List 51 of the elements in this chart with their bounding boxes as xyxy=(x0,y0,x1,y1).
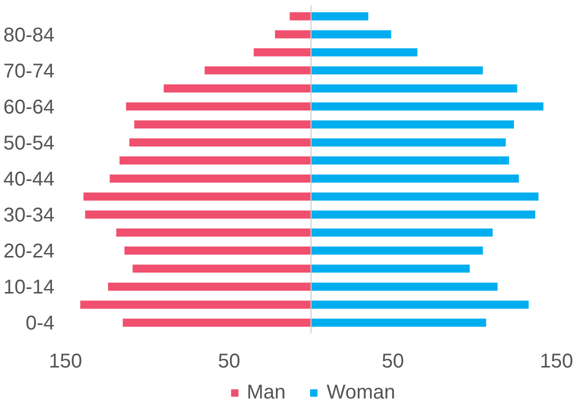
bar xyxy=(311,120,514,128)
bar xyxy=(311,174,519,183)
legend-label: Man xyxy=(246,381,286,404)
bar xyxy=(311,228,493,237)
bar xyxy=(311,282,498,291)
bar xyxy=(116,228,311,237)
bar xyxy=(120,156,311,165)
bar xyxy=(311,102,544,110)
bar xyxy=(311,48,418,56)
bar xyxy=(134,120,311,128)
bar xyxy=(254,48,311,56)
y-tick-label: 50-54 xyxy=(3,132,55,154)
bar xyxy=(311,264,470,273)
legend-label: Woman xyxy=(326,381,396,404)
bar xyxy=(311,66,483,74)
bar xyxy=(84,192,311,201)
bar xyxy=(311,84,518,92)
x-tick-label: 150 xyxy=(540,350,574,372)
bar xyxy=(129,138,311,147)
bar xyxy=(124,246,311,255)
bar xyxy=(311,156,510,165)
bar xyxy=(122,318,311,327)
x-tick-label: 50 xyxy=(382,350,404,372)
y-tick-label: 70-74 xyxy=(3,60,55,82)
bar xyxy=(311,246,483,255)
bar xyxy=(126,102,311,110)
bar xyxy=(311,300,529,309)
bar xyxy=(85,210,311,219)
bar xyxy=(204,66,311,74)
x-tick-label: 150 xyxy=(48,350,82,372)
bar xyxy=(132,264,311,273)
y-tick-label: 60-64 xyxy=(3,96,55,118)
bar xyxy=(311,210,536,219)
bar xyxy=(311,12,368,20)
y-tick-label: 10-14 xyxy=(3,276,55,299)
bar xyxy=(311,30,392,38)
bar xyxy=(311,138,506,147)
bar xyxy=(80,300,311,309)
bar xyxy=(311,192,538,201)
y-tick-label: 40-44 xyxy=(3,168,55,191)
bar xyxy=(110,174,311,183)
x-tick-label: 50 xyxy=(218,350,240,372)
y-tick-label: 80-84 xyxy=(3,24,55,46)
bar xyxy=(290,12,311,20)
bar xyxy=(164,84,311,92)
bar xyxy=(108,282,311,291)
bar xyxy=(311,318,486,327)
y-tick-label: 0-4 xyxy=(26,312,54,335)
y-tick-label: 30-34 xyxy=(3,204,55,227)
bar xyxy=(274,30,311,38)
y-tick-label: 20-24 xyxy=(3,240,55,263)
